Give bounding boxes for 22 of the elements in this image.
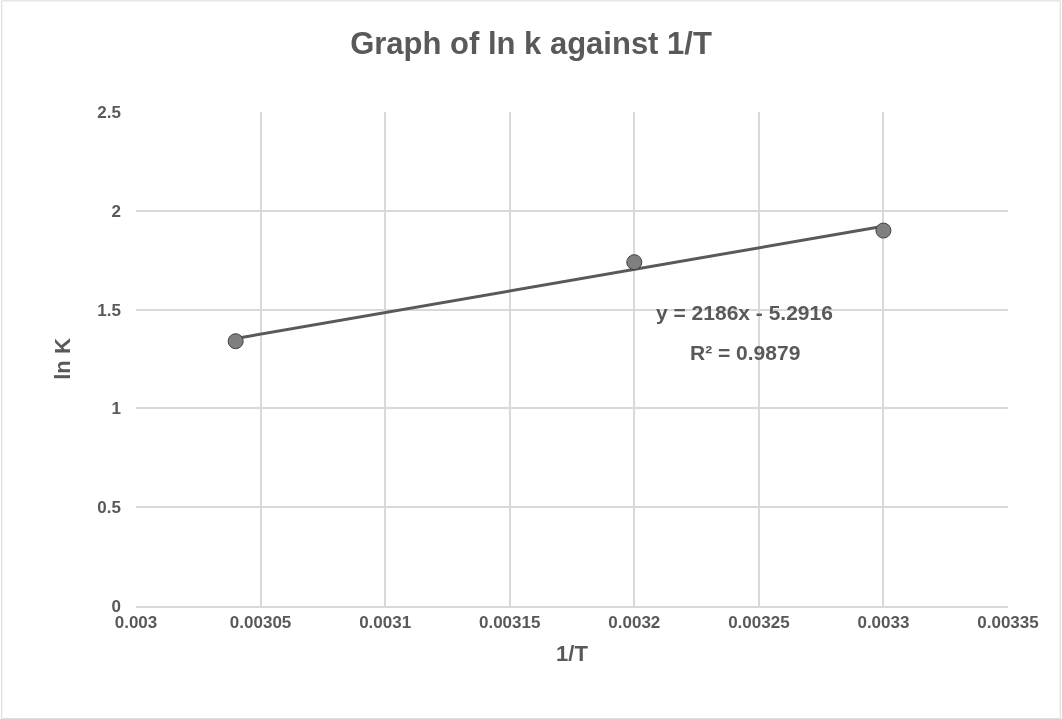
y-tick-label: 0 bbox=[111, 596, 121, 616]
annotation: R² = 0.9879 bbox=[690, 341, 801, 364]
x-tick-label: 0.00305 bbox=[229, 613, 292, 633]
x-tick-label: 0.00315 bbox=[478, 613, 541, 633]
x-tick-label: 0.003 bbox=[114, 613, 158, 633]
y-tick-label: 1 bbox=[111, 399, 121, 419]
point bbox=[875, 222, 892, 239]
y-tick-label: 2 bbox=[111, 201, 121, 221]
annotation: y = 2186x - 5.2916 bbox=[656, 301, 833, 324]
point bbox=[227, 333, 244, 350]
x-tick-label: 0.0032 bbox=[608, 613, 661, 633]
x-tick-label: 0.00335 bbox=[977, 613, 1039, 633]
chart-title: Graph of ln k against 1/T bbox=[350, 26, 712, 62]
y-tick-label: 2.5 bbox=[97, 102, 121, 122]
y-axis-title: ln K bbox=[50, 338, 76, 380]
x-axis-title: 1/T bbox=[556, 640, 589, 666]
x-tick-label: 0.00325 bbox=[728, 613, 790, 633]
point bbox=[626, 254, 643, 271]
y-tick-label: 0.5 bbox=[97, 498, 121, 518]
x-tick-label: 0.0033 bbox=[857, 613, 910, 633]
x-tick-label: 0.0031 bbox=[359, 613, 412, 633]
y-tick-label: 1.5 bbox=[97, 300, 121, 320]
